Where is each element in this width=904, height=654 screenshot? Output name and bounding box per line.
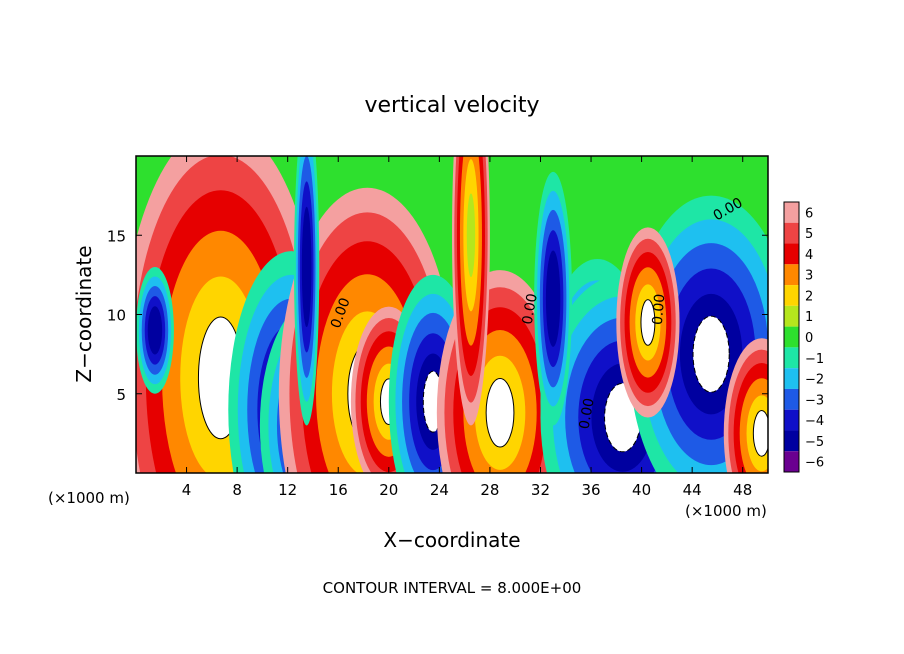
cell-core (752, 410, 768, 457)
x-tick-label: 8 (232, 481, 242, 499)
colorbar-segment (784, 202, 799, 223)
colorbar-label: 4 (805, 248, 813, 263)
velocity-cell (136, 266, 174, 394)
y-axis-label: Z−coordinate (72, 245, 96, 382)
colorbar-label: 1 (805, 310, 813, 325)
x-tick-label: 24 (430, 481, 449, 499)
y-tick-label: 5 (116, 386, 126, 404)
contour-label: 0.00 (520, 292, 541, 325)
colorbar-label: 5 (805, 227, 813, 242)
colorbar-segment (784, 243, 799, 265)
colorbar-frame (783, 201, 800, 473)
x-tick-label: 32 (531, 481, 550, 499)
x-tick-label: 44 (683, 481, 702, 499)
colorbar-label: −5 (805, 435, 824, 450)
cell-core (692, 315, 730, 393)
contour-label: 0.00 (650, 293, 669, 325)
colorbar-segment (784, 409, 799, 431)
colorbar-segment (784, 285, 799, 306)
colorbar-segment (784, 430, 799, 452)
colorbar-label: −2 (805, 373, 824, 388)
velocity-cell (452, 156, 490, 426)
colorbar-label: 0 (805, 331, 813, 346)
x-tick-label: 12 (278, 481, 297, 499)
chart-title: vertical velocity (364, 93, 539, 118)
x-tick-label: 48 (733, 481, 752, 499)
cell-band (301, 206, 312, 328)
cell-band (545, 250, 561, 347)
x-tick-label: 36 (581, 481, 600, 499)
x-unit-left: (×1000 m) (48, 489, 130, 507)
colorbar-label: 3 (805, 269, 813, 284)
colorbar-label: −4 (805, 414, 824, 429)
x-axis-ticks: 4 8 12 16 20 24 28 32 36 40 44 48 (182, 156, 752, 499)
x-tick-label: 16 (329, 481, 348, 499)
colorbar: 6 5 4 3 2 1 0 −1 −2 −3 −4 −5 −6 (783, 201, 824, 473)
contour-interval-note: CONTOUR INTERVAL = 8.000E+00 (323, 579, 582, 597)
cell-band (466, 193, 476, 278)
contour-label: 0.00 (577, 397, 598, 430)
colorbar-label: 2 (805, 289, 813, 304)
colorbar-segment (784, 451, 799, 472)
x-tick-label: 4 (182, 481, 192, 499)
x-axis-label: X−coordinate (383, 528, 520, 552)
velocity-cells (136, 156, 768, 473)
plot-area (136, 156, 768, 473)
x-tick-label: 40 (632, 481, 651, 499)
colorbar-label: −6 (805, 456, 824, 471)
colorbar-segment (784, 305, 799, 327)
velocity-cell (723, 338, 768, 473)
colorbar-label: −3 (805, 393, 824, 408)
cell-band (147, 306, 163, 355)
cell-core (485, 378, 515, 448)
x-unit-right: (×1000 m) (685, 502, 767, 520)
colorbar-segment (784, 388, 799, 410)
y-tick-label: 10 (107, 307, 126, 325)
colorbar-label: −1 (805, 352, 824, 367)
y-axis-ticks: 5 10 15 (107, 227, 768, 404)
cell-core (640, 299, 656, 346)
velocity-cell (294, 156, 320, 426)
colorbar-segment (784, 326, 799, 348)
colorbar-segment (784, 368, 799, 389)
colorbar-label: 6 (805, 206, 813, 221)
x-tick-label: 28 (480, 481, 499, 499)
x-tick-label: 20 (379, 481, 398, 499)
colorbar-segment (784, 264, 799, 286)
colorbar-segment (784, 347, 799, 369)
y-tick-label: 15 (107, 227, 126, 245)
velocity-cell (534, 171, 573, 426)
velocity-cell (616, 227, 680, 418)
colorbar-segment (784, 222, 799, 244)
